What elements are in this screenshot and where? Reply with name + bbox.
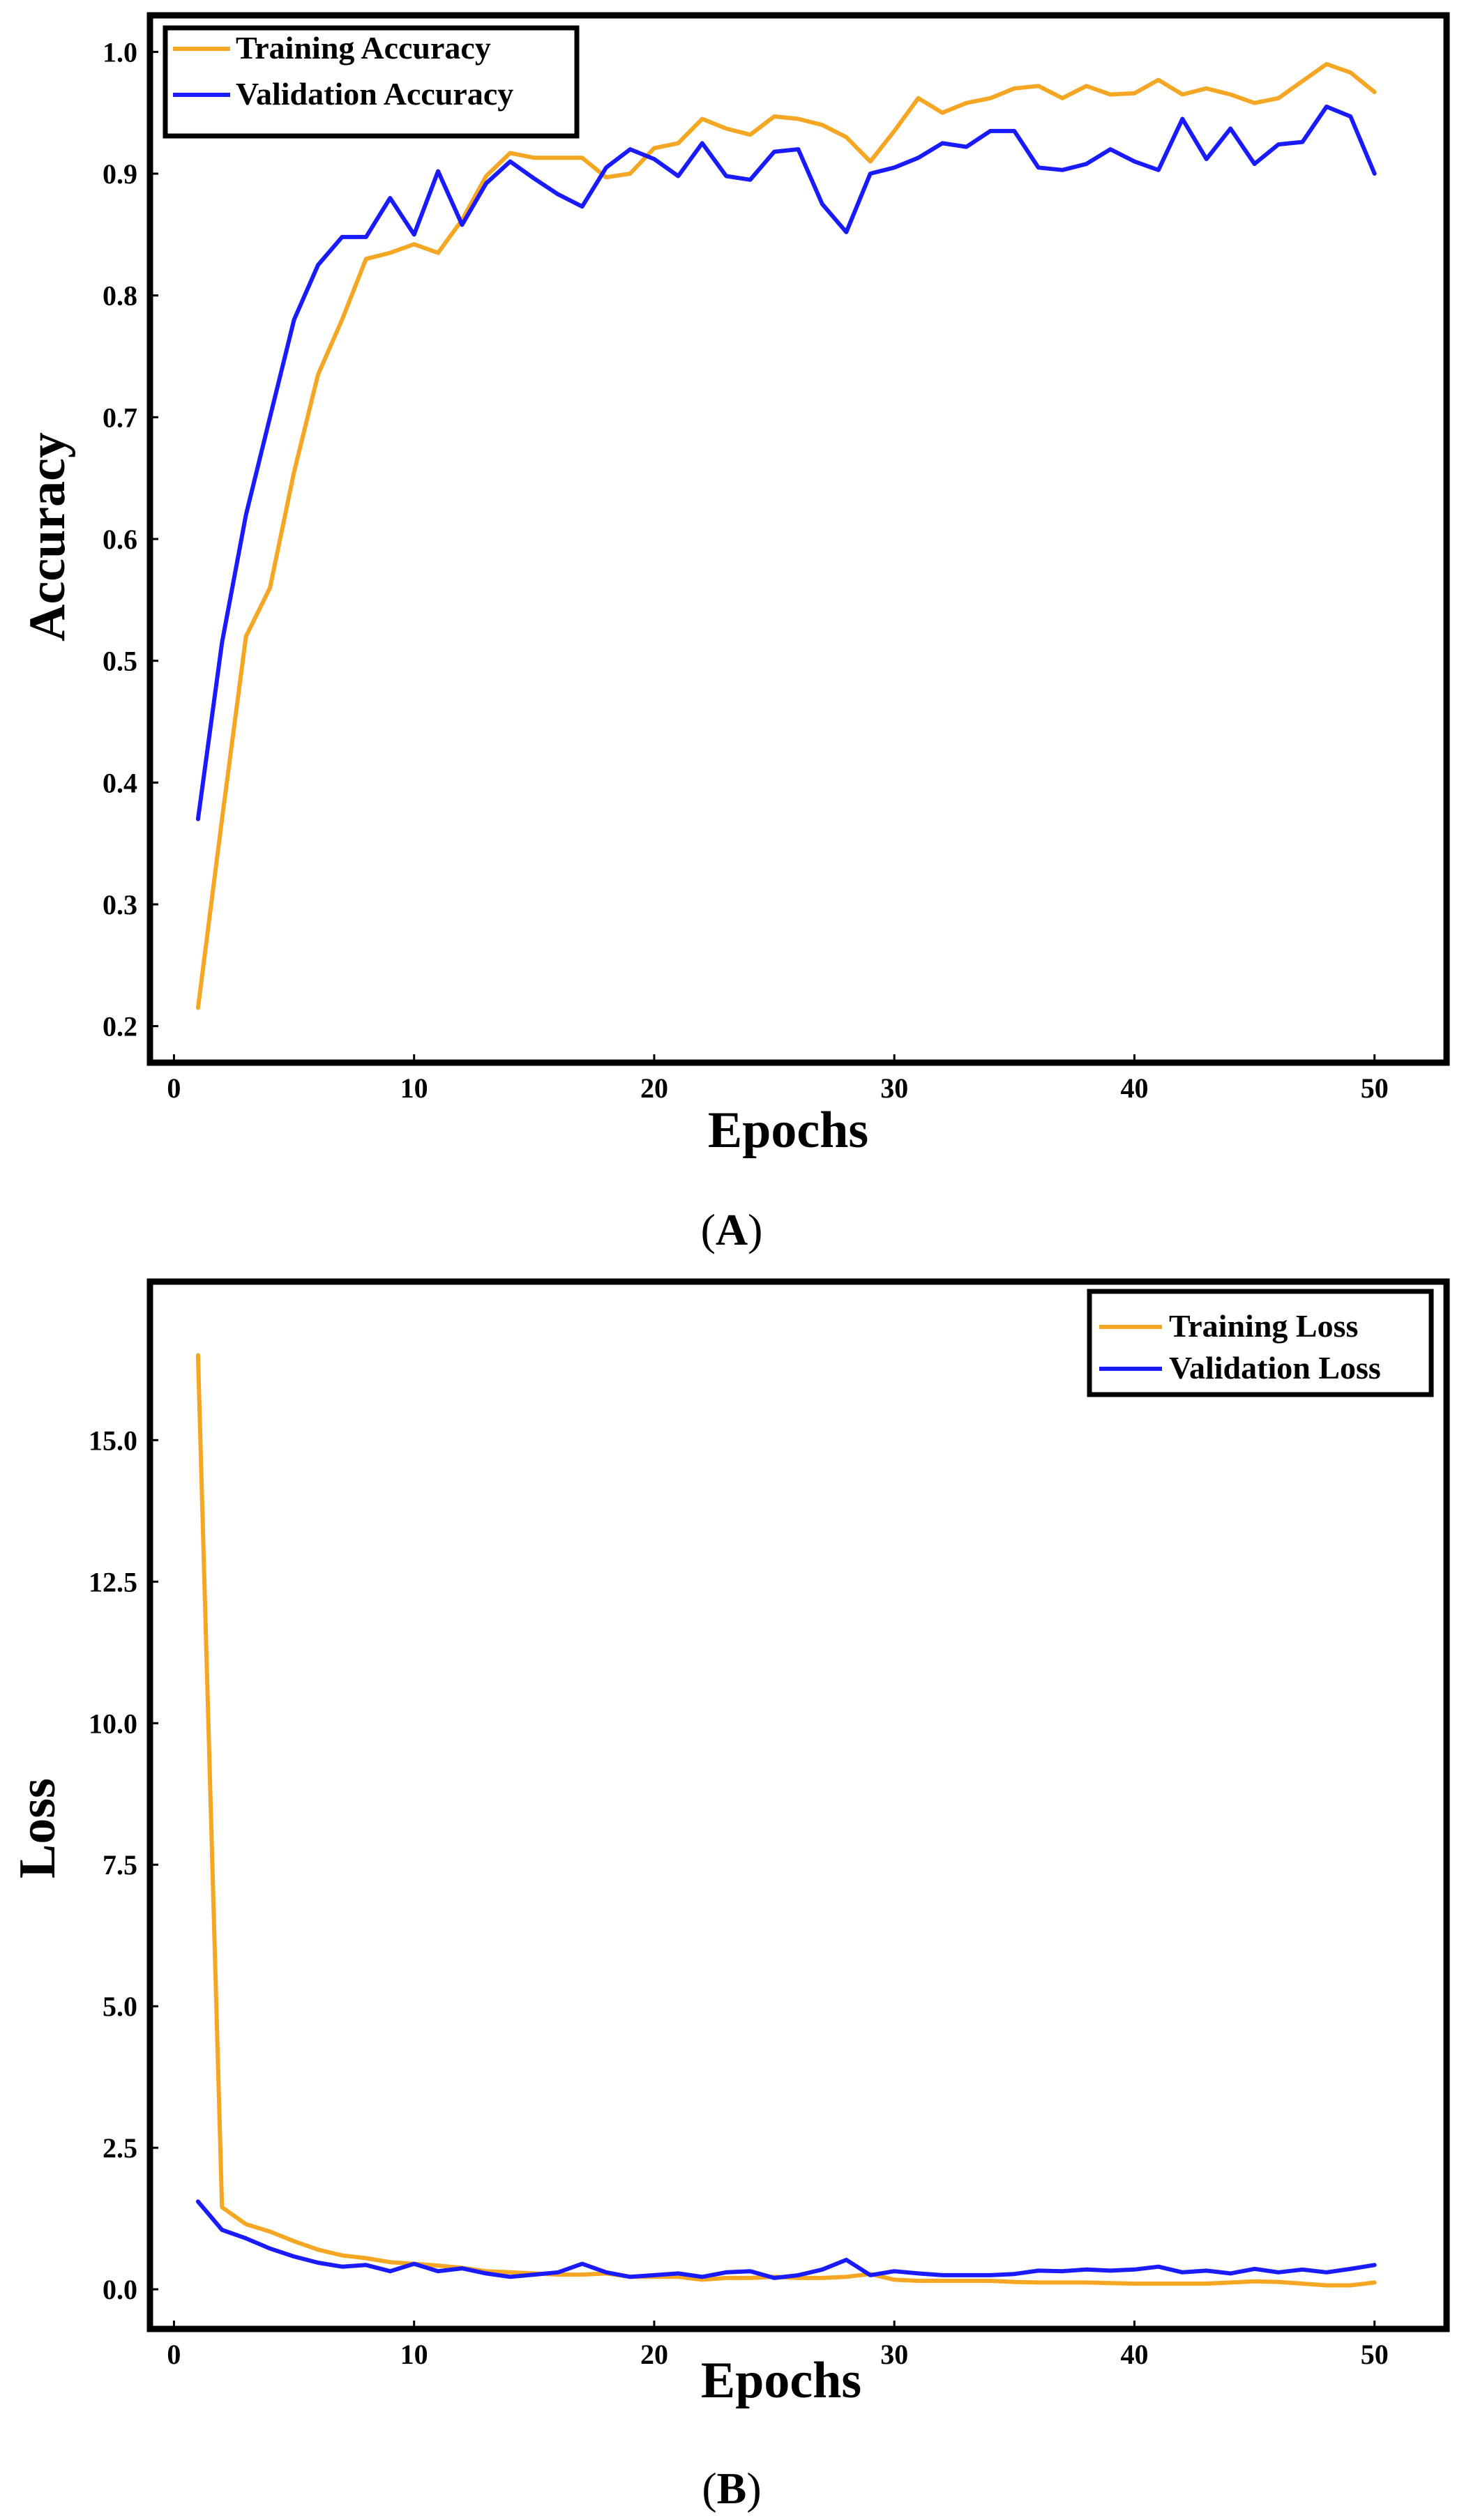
accuracy-x-tick-label: 20 (640, 1072, 668, 1104)
accuracy-legend: Training Accuracy Validation Accuracy (163, 25, 580, 139)
loss-y-tick-label: 12.5 (89, 1566, 137, 1597)
loss-y-tick-label: 10.0 (89, 1708, 137, 1739)
validation-loss-line (195, 2199, 1377, 2280)
accuracy-y-tick-label: 0.2 (103, 1011, 137, 1042)
accuracy-y-tick-label: 0.8 (103, 280, 137, 312)
training-accuracy-legend-label: Training Accuracy (236, 30, 491, 66)
accuracy-y-tick-label: 0.5 (103, 646, 137, 677)
loss-x-tick-label: 20 (640, 2339, 668, 2370)
accuracy-series-lines (195, 61, 1377, 1010)
loss-legend: Training Loss Validation Loss (1087, 1289, 1434, 1397)
accuracy-y-tick-label: 0.6 (103, 524, 137, 555)
accuracy-x-tick-label: 40 (1120, 1072, 1148, 1104)
accuracy-y-tick-label: 0.7 (103, 402, 137, 433)
loss-x-tick-label: 0 (167, 2339, 181, 2370)
loss-y-tick-label: 5.0 (103, 1991, 137, 2022)
loss-series-lines (195, 1353, 1377, 2288)
loss-x-axis-label: Epochs (701, 2352, 861, 2409)
validation-loss-legend-label: Validation Loss (1169, 1350, 1381, 1386)
loss-plot-frame (146, 1278, 1450, 2332)
accuracy-chart: 0 10 20 30 40 50 0.2 0.3 0.4 0.5 0.6 0.7 0.8 0.9 1.0 T… (19, 12, 1450, 1159)
accuracy-y-tick-label: 0.4 (103, 767, 137, 798)
accuracy-legend-box (163, 25, 580, 139)
accuracy-x-axis-label: Epochs (708, 1102, 868, 1159)
loss-y-tick-label: 7.5 (103, 1849, 137, 1881)
training-accuracy-line (195, 61, 1377, 1010)
accuracy-plot-frame (146, 12, 1450, 1066)
panel-label-b: (B) (702, 2464, 761, 2513)
accuracy-y-axis-label: Accuracy (19, 432, 76, 642)
loss-x-tick-label: 10 (400, 2339, 428, 2370)
validation-accuracy-line (195, 105, 1377, 821)
accuracy-x-tick-label: 10 (400, 1072, 428, 1104)
accuracy-y-tick-label: 0.3 (103, 889, 137, 920)
loss-y-axis-label: Loss (9, 1778, 66, 1878)
loss-ticks: 0 10 20 30 40 50 0.0 2.5 5.0 7.5 10.0 12.5 15.0 (89, 1425, 1389, 2370)
loss-chart: 0 10 20 30 40 50 0.0 2.5 5.0 7.5 10.0 12.5 15.0 Trai… (9, 1278, 1450, 2409)
loss-x-tick-label: 40 (1120, 2339, 1148, 2370)
loss-y-tick-label: 0.0 (103, 2274, 137, 2305)
accuracy-y-tick-label: 0.9 (103, 158, 137, 190)
loss-x-tick-label: 50 (1361, 2339, 1389, 2370)
loss-y-tick-label: 2.5 (103, 2132, 137, 2164)
accuracy-y-tick-label: 1.0 (103, 36, 137, 68)
validation-accuracy-legend-label: Validation Accuracy (236, 76, 513, 112)
panel-label-a: (A) (701, 1205, 763, 1254)
training-loss-legend-label: Training Loss (1169, 1308, 1358, 1344)
loss-y-tick-label: 15.0 (89, 1425, 137, 1456)
accuracy-x-tick-label: 50 (1361, 1072, 1389, 1104)
accuracy-x-tick-label: 0 (167, 1072, 181, 1104)
accuracy-x-tick-label: 30 (880, 1072, 908, 1104)
loss-legend-box (1087, 1289, 1434, 1397)
loss-x-tick-label: 30 (880, 2339, 908, 2370)
accuracy-ticks: 0 10 20 30 40 50 0.2 0.3 0.4 0.5 0.6 0.7 0.8 0.9 1.0 (103, 36, 1389, 1104)
